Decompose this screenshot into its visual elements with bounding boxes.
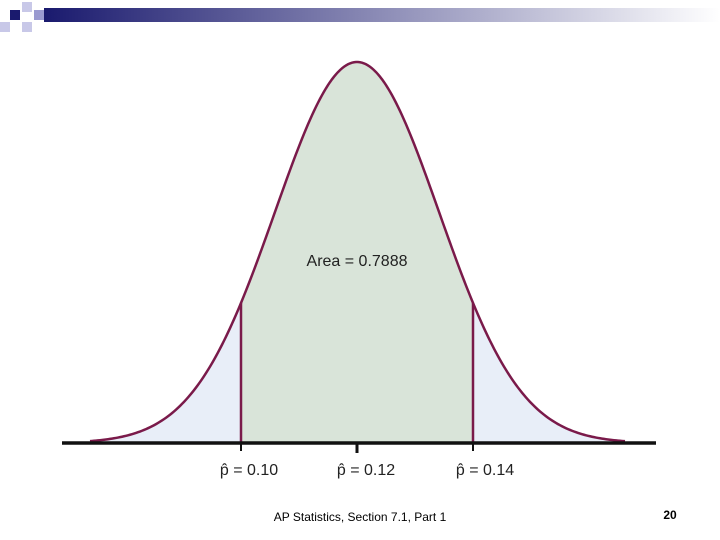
marker-label: p̂ = 0.12 — [337, 462, 395, 479]
marker-label: p̂ = 0.14 — [456, 462, 514, 479]
marker-label: p̂ = 0.10 — [220, 462, 278, 479]
central-area — [241, 62, 473, 443]
normal-curve — [89, 60, 626, 453]
curve-line — [89, 60, 626, 443]
left-tail — [90, 302, 241, 443]
footer: AP Statistics, Section 7.1, Part 1 — [274, 510, 447, 524]
corner-decoration — [0, 2, 720, 32]
page-number: 20 — [663, 508, 677, 522]
area-label: Area = 0.7888 — [307, 253, 408, 270]
right-tail — [473, 302, 625, 443]
